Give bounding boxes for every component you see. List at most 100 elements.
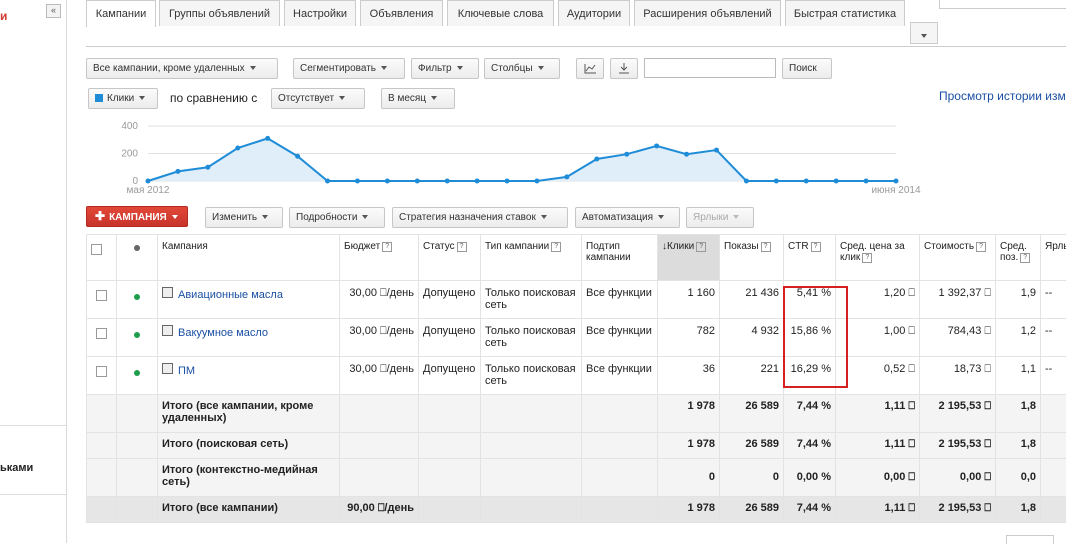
data-point[interactable] bbox=[505, 179, 510, 184]
row-checkbox[interactable] bbox=[96, 366, 107, 377]
header-labels[interactable]: Ярлы bbox=[1041, 235, 1066, 281]
table-header-row: Кампания Бюджет? Статус? Тип кампании? П… bbox=[87, 235, 1066, 281]
data-point[interactable] bbox=[534, 179, 539, 184]
data-point[interactable] bbox=[175, 169, 180, 174]
table-row: Вакуумное масло 30,00 ⎕/день Допущено То… bbox=[87, 319, 1066, 357]
columns-dropdown[interactable]: Столбцы bbox=[484, 58, 560, 79]
header-cost[interactable]: Стоимость? bbox=[920, 235, 996, 281]
help-icon[interactable]: ? bbox=[551, 242, 561, 252]
help-icon[interactable]: ? bbox=[976, 242, 986, 252]
tab-ad-extensions[interactable]: Расширения объявлений bbox=[634, 0, 781, 26]
data-point[interactable] bbox=[864, 179, 869, 184]
data-point[interactable] bbox=[564, 174, 569, 179]
sidebar-item-text[interactable]: ьками bbox=[0, 462, 33, 474]
row-checkbox[interactable] bbox=[96, 328, 107, 339]
header-avg-cpc[interactable]: Сред. цена за клик? bbox=[836, 235, 920, 281]
budget-cell[interactable]: 30,00 ⎕/день bbox=[340, 357, 419, 395]
header-budget[interactable]: Бюджет? bbox=[340, 235, 419, 281]
header-type[interactable]: Тип кампании? bbox=[481, 235, 582, 281]
campaign-link[interactable]: ПМ bbox=[178, 365, 195, 377]
data-point[interactable] bbox=[146, 179, 151, 184]
data-point[interactable] bbox=[744, 179, 749, 184]
row-checkbox-cell[interactable] bbox=[87, 319, 117, 357]
status-cell: Допущено bbox=[419, 281, 481, 319]
data-point[interactable] bbox=[714, 148, 719, 153]
tab-audiences[interactable]: Аудитории bbox=[558, 0, 630, 26]
chart-toggle-button[interactable] bbox=[576, 58, 604, 79]
data-point[interactable] bbox=[325, 179, 330, 184]
download-button[interactable] bbox=[610, 58, 638, 79]
segment-dropdown[interactable]: Сегментировать bbox=[293, 58, 405, 79]
data-point[interactable] bbox=[445, 179, 450, 184]
header-campaign[interactable]: Кампания bbox=[158, 235, 340, 281]
data-point[interactable] bbox=[265, 136, 270, 141]
campaign-filter-dropdown[interactable]: Все кампании, кроме удаленных bbox=[86, 58, 278, 79]
row-checkbox[interactable] bbox=[96, 290, 107, 301]
data-point[interactable] bbox=[355, 179, 360, 184]
data-point[interactable] bbox=[295, 154, 300, 159]
edit-dropdown[interactable]: Изменить bbox=[205, 207, 283, 228]
total-budget bbox=[340, 459, 419, 497]
campaign-link[interactable]: Авиационные масла bbox=[178, 289, 283, 301]
budget-cell[interactable]: 30,00 ⎕/день bbox=[340, 319, 419, 357]
details-dropdown[interactable]: Подробности bbox=[289, 207, 385, 228]
header-ctr[interactable]: CTR? bbox=[784, 235, 836, 281]
data-point[interactable] bbox=[774, 179, 779, 184]
data-point[interactable] bbox=[415, 179, 420, 184]
budget-cell[interactable]: 30,00 ⎕/день bbox=[340, 281, 419, 319]
total-avg-pos: 1,8 bbox=[996, 497, 1041, 523]
labels-dropdown[interactable]: Ярлыки bbox=[686, 207, 754, 228]
select-all-checkbox[interactable] bbox=[91, 244, 102, 255]
search-button[interactable]: Поиск bbox=[782, 58, 832, 79]
edit-label: Изменить bbox=[212, 212, 257, 223]
data-point[interactable] bbox=[834, 179, 839, 184]
help-icon[interactable]: ? bbox=[761, 242, 771, 252]
change-history-link[interactable]: Просмотр истории изм bbox=[939, 89, 1066, 103]
tab-ads[interactable]: Объявления bbox=[360, 0, 443, 26]
collapse-sidebar-button[interactable]: « bbox=[46, 4, 61, 18]
header-clicks[interactable]: ↓Клики? bbox=[658, 235, 720, 281]
help-icon[interactable]: ? bbox=[382, 242, 392, 252]
campaign-link[interactable]: Вакуумное масло bbox=[178, 327, 268, 339]
metric-dropdown[interactable]: Клики bbox=[88, 88, 158, 109]
total-avg-pos: 0,0 bbox=[996, 459, 1041, 497]
header-subtype[interactable]: Подтип кампании bbox=[582, 235, 658, 281]
tab-quick-stats[interactable]: Быстрая статистика bbox=[785, 0, 905, 26]
row-checkbox-cell[interactable] bbox=[87, 357, 117, 395]
header-select-all[interactable] bbox=[87, 235, 117, 281]
header-avg-pos[interactable]: Сред. поз.? bbox=[996, 235, 1041, 281]
tab-ad-groups[interactable]: Группы объявлений bbox=[159, 0, 280, 26]
help-icon[interactable]: ? bbox=[696, 242, 706, 252]
period-dropdown[interactable]: В месяц bbox=[381, 88, 455, 109]
help-icon[interactable]: ? bbox=[457, 242, 467, 252]
tab-settings[interactable]: Настройки bbox=[284, 0, 356, 26]
help-icon[interactable]: ? bbox=[1020, 253, 1030, 263]
add-campaign-button[interactable]: ✚КАМПАНИЯ bbox=[86, 206, 188, 227]
data-point[interactable] bbox=[475, 179, 480, 184]
tab-campaigns[interactable]: Кампании bbox=[86, 0, 156, 27]
more-tabs-button[interactable] bbox=[910, 22, 938, 44]
row-checkbox-cell[interactable] bbox=[87, 281, 117, 319]
data-point[interactable] bbox=[205, 165, 210, 170]
data-point[interactable] bbox=[594, 157, 599, 162]
chevron-down-icon bbox=[921, 34, 927, 38]
tab-keywords[interactable]: Ключевые слова bbox=[447, 0, 554, 26]
data-point[interactable] bbox=[654, 143, 659, 148]
cost-cell: 784,43 ⎕ bbox=[920, 319, 996, 357]
data-point[interactable] bbox=[624, 152, 629, 157]
chevron-down-icon bbox=[139, 96, 145, 100]
data-point[interactable] bbox=[894, 179, 899, 184]
header-status[interactable]: Статус? bbox=[419, 235, 481, 281]
help-icon[interactable]: ? bbox=[862, 253, 872, 263]
automation-dropdown[interactable]: Автоматизация bbox=[575, 207, 680, 228]
compare-dropdown[interactable]: Отсутствует bbox=[271, 88, 365, 109]
search-input[interactable] bbox=[644, 58, 776, 78]
data-point[interactable] bbox=[385, 179, 390, 184]
bid-strategy-dropdown[interactable]: Стратегия назначения ставок bbox=[392, 207, 568, 228]
data-point[interactable] bbox=[235, 146, 240, 151]
data-point[interactable] bbox=[684, 152, 689, 157]
header-impressions[interactable]: Показы? bbox=[720, 235, 784, 281]
filter-dropdown[interactable]: Фильтр bbox=[411, 58, 479, 79]
help-icon[interactable]: ? bbox=[811, 242, 821, 252]
data-point[interactable] bbox=[804, 179, 809, 184]
